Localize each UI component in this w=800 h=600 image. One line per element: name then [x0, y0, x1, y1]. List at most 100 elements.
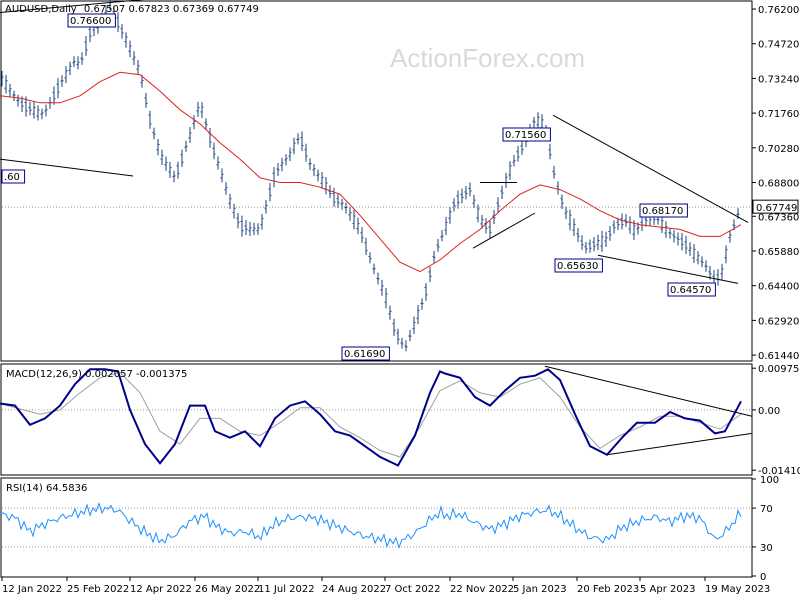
- price-ytick-label: 0.61440: [758, 351, 799, 362]
- price-annotation-box: [1, 169, 26, 184]
- price-annotation: 0.68170: [639, 203, 688, 218]
- ohlc-bar: [4, 74, 8, 94]
- price-annotation-label: 0.68170: [642, 206, 683, 217]
- ohlc-bar: [612, 220, 616, 234]
- price-ytick-label: 0.65880: [758, 247, 799, 258]
- ohlc-bar: [168, 161, 172, 178]
- ohlc-bar: [276, 163, 280, 176]
- ohlc-bar: [40, 108, 44, 120]
- ohlc-bar: [204, 118, 208, 131]
- ohlc-bar: [200, 102, 204, 118]
- ohlc-bar: [360, 227, 364, 243]
- price-annotation-label: 0.64570: [670, 285, 711, 296]
- ohlc-bar: [392, 318, 396, 336]
- ohlc-bar: [552, 165, 556, 179]
- ohlc-bar: [308, 158, 312, 171]
- xtick-label: 26 May 2022: [195, 584, 260, 595]
- ohlc-bar: [116, 12, 120, 33]
- ohlc-bar: [604, 231, 608, 248]
- xtick-label: 12 Apr 2022: [130, 584, 192, 595]
- price-trendline: [472, 212, 536, 249]
- macd-line: [0, 368, 742, 467]
- ohlc-bar: [428, 266, 432, 283]
- macd-series-layer: [0, 365, 753, 467]
- ohlc-bar: [412, 316, 416, 335]
- ohlc-bar: [336, 193, 340, 209]
- watermark: ActionForex.com: [390, 43, 585, 73]
- ohlc-bar: [440, 229, 444, 242]
- xtick-label: 24 Aug 2022: [322, 584, 386, 595]
- price-ytick-label: 0.74720: [758, 40, 799, 51]
- price-trendline: [0, 158, 134, 177]
- ohlc-bar: [120, 24, 124, 39]
- ohlc-bar: [176, 161, 180, 179]
- ohlc-bar: [380, 279, 384, 296]
- ohlc-bar: [500, 185, 504, 199]
- xtick-label: 22 Nov 2022: [450, 584, 514, 595]
- ohlc-bar: [320, 172, 324, 189]
- ohlc-bar: [76, 56, 80, 70]
- ohlc-bar: [292, 137, 296, 155]
- ohlc-bar: [508, 161, 512, 180]
- rsi-panel-frame: [0, 477, 753, 578]
- xtick-label: 5 Apr 2023: [640, 584, 695, 595]
- ohlc-bar: [720, 263, 724, 280]
- ohlc-bar: [148, 110, 152, 129]
- ohlc-bar: [8, 83, 12, 97]
- price-annotation: 0.65630: [554, 258, 603, 273]
- ohlc-bar: [564, 206, 568, 220]
- price-trendline: [552, 114, 749, 223]
- ohlc-bar: [0, 70, 4, 87]
- price-ytick-label: 0.68800: [758, 179, 799, 190]
- ohlc-bar: [672, 230, 676, 243]
- xtick-label: 25 Feb 2022: [67, 584, 129, 595]
- ohlc-bar: [396, 328, 400, 345]
- ohlc-bar: [448, 207, 452, 224]
- ohlc-bar: [460, 188, 464, 204]
- ohlc-bar: [416, 304, 420, 325]
- ohlc-bar: [132, 51, 136, 66]
- price-ytick-label: 0.76200: [758, 5, 799, 16]
- ohlc-bar: [184, 140, 188, 152]
- ohlc-bar: [588, 239, 592, 253]
- price-trendline: [597, 254, 739, 284]
- ohlc-bar: [240, 215, 244, 237]
- ohlc-bar: [64, 66, 68, 84]
- rsi-ytick-label: 100: [760, 475, 779, 486]
- ohlc-bar: [256, 223, 260, 235]
- ohlc-bar: [80, 52, 84, 65]
- ohlc-bar: [44, 104, 48, 117]
- ohlc-bar: [312, 164, 316, 177]
- ohlc-bar: [620, 213, 624, 230]
- price-ytick-label: 0.70280: [758, 144, 799, 155]
- ohlc-bar: [60, 75, 64, 87]
- ohlc-bar: [476, 204, 480, 223]
- ohlc-bar: [228, 193, 232, 210]
- price-annotation-box: [67, 13, 116, 28]
- symbol-label: AUDUSD,Daily: [5, 4, 77, 15]
- price-annotation: 0.61690: [341, 346, 390, 361]
- current-price-label: 0.67749: [756, 203, 797, 214]
- macd-trendline: [544, 365, 753, 417]
- ohlc-bar: [16, 94, 20, 107]
- ohlc-bar: [400, 337, 404, 349]
- ohlc-bar: [568, 209, 572, 231]
- ohlc-bar: [328, 185, 332, 198]
- ohlc-bar: [304, 143, 308, 162]
- price-series-layer: 0.76600 0.71560 0.68170 0.65630 0.64570 0.616…: [0, 0, 752, 361]
- ohlc-bar: [268, 183, 272, 202]
- ohlc-bar: [384, 288, 388, 309]
- ohlc-bar: [348, 206, 352, 221]
- xtick-label: 5 Jan 2023: [513, 584, 567, 595]
- ohlc-bar: [692, 244, 696, 263]
- ohlc-bar: [252, 222, 256, 236]
- price-annotation-label: 0.71560: [505, 130, 546, 141]
- ohlc-bar: [520, 139, 524, 155]
- price-annotation: 0.76600: [67, 13, 116, 28]
- ohlc-bar: [452, 198, 456, 212]
- ohlc-bar: [616, 217, 620, 230]
- ohlc-bar: [356, 217, 360, 235]
- ohlc-bar: [232, 203, 236, 219]
